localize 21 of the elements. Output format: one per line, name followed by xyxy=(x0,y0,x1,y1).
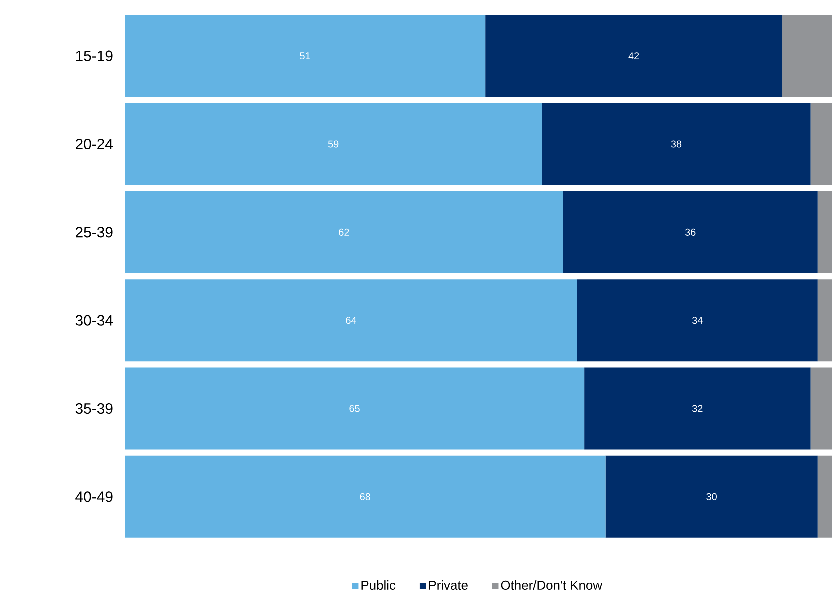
y-tick-label: 25-39 xyxy=(76,227,113,238)
data-label: 59 xyxy=(328,140,339,148)
data-label: 65 xyxy=(350,405,360,412)
y-tick-label: 30-34 xyxy=(76,315,114,326)
data-label: 62 xyxy=(339,228,350,236)
data-label: 32 xyxy=(692,405,703,412)
legend-label: Private xyxy=(429,580,468,590)
y-tick-label: 40-49 xyxy=(76,492,113,502)
data-label: 38 xyxy=(671,140,682,148)
data-label: 42 xyxy=(628,52,640,60)
legend-label: Public xyxy=(362,580,396,590)
data-label: 36 xyxy=(685,228,696,236)
data-label: 34 xyxy=(692,317,703,324)
y-tick-label: 20-24 xyxy=(76,138,114,150)
data-label: 68 xyxy=(360,493,370,500)
legend-label: Other/Don't Know xyxy=(501,580,603,590)
y-tick-label: 35-39 xyxy=(76,403,113,414)
y-tick-label: 15-19 xyxy=(76,50,113,62)
data-label: 64 xyxy=(346,317,356,324)
data-label: 51 xyxy=(300,52,310,60)
data-label: 30 xyxy=(706,493,717,500)
